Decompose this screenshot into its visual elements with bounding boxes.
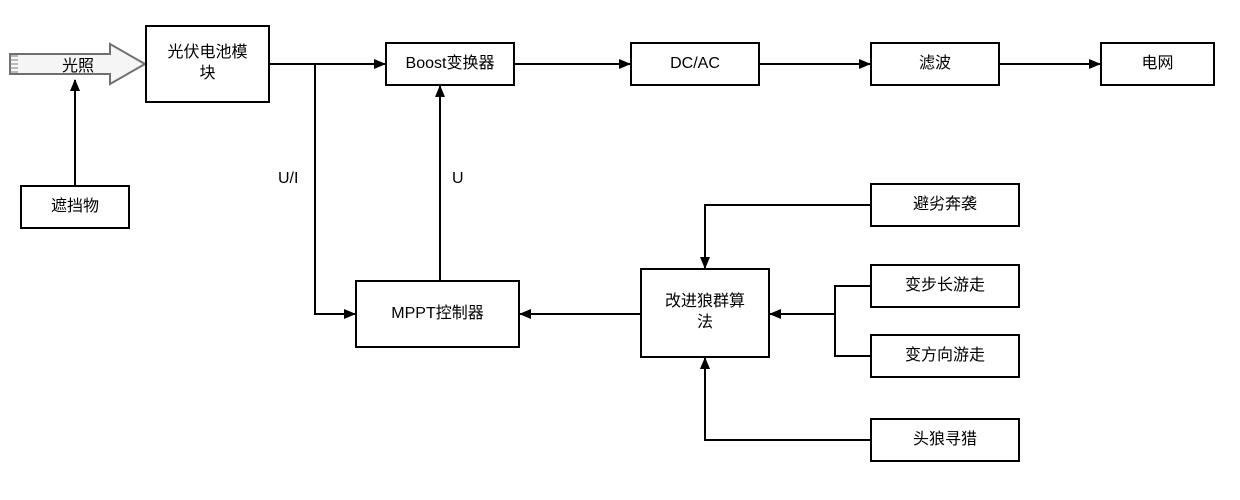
signal-ui-label: U/I bbox=[278, 170, 298, 188]
obstruction-box: 遮挡物 bbox=[20, 185, 130, 229]
filter-box: 滤波 bbox=[870, 42, 1000, 86]
dcac-box: DC/AC bbox=[630, 42, 760, 86]
signal-u-label: U bbox=[452, 170, 464, 188]
boost-box: Boost变换器 bbox=[385, 42, 515, 86]
mppt-box: MPPT控制器 bbox=[355, 280, 520, 348]
light-label: 光照 bbox=[48, 52, 108, 76]
strategy-varstep-box: 变步长游走 bbox=[870, 264, 1020, 308]
pv-module-box: 光伏电池模 块 bbox=[145, 25, 270, 103]
wolf-algo-box: 改进狼群算 法 bbox=[640, 268, 770, 358]
strategy-raid-box: 避劣奔袭 bbox=[870, 183, 1020, 227]
strategy-lead-box: 头狼寻猎 bbox=[870, 418, 1020, 462]
grid-box: 电网 bbox=[1100, 42, 1215, 86]
strategy-vardir-box: 变方向游走 bbox=[870, 334, 1020, 378]
